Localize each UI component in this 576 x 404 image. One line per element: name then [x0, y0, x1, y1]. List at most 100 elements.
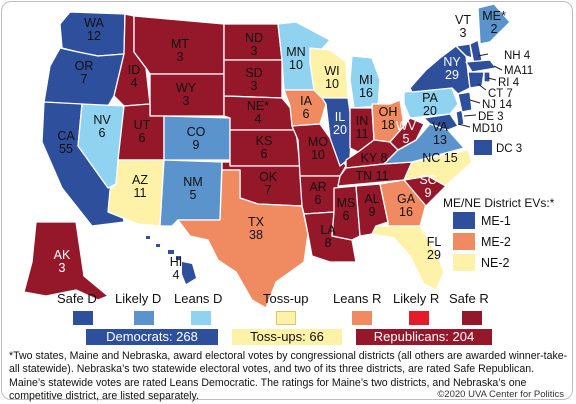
label-nm: NM 5	[183, 175, 202, 202]
district-ne2: NE-2	[453, 254, 509, 271]
label-sd: SD 3	[245, 66, 262, 93]
label-al: AL 9	[364, 192, 379, 219]
state-vt[interactable]	[455, 43, 473, 59]
label-ne: NE* 4	[247, 99, 269, 126]
label-nd: ND 3	[245, 31, 263, 58]
total-tossups: Toss-ups: 66	[232, 329, 342, 345]
label-pa: PA 20	[422, 91, 438, 118]
label-ks: KS 6	[256, 134, 273, 161]
state-fl[interactable]	[371, 225, 445, 291]
district-me1-label: ME-1	[481, 213, 511, 228]
district-me2: ME-2	[453, 233, 511, 250]
state-dc[interactable]	[474, 140, 492, 155]
state-nv[interactable]	[77, 103, 125, 189]
label-ri: RI 4	[498, 77, 520, 89]
label-id: ID 4	[128, 63, 141, 90]
swatch-me2	[453, 233, 475, 250]
label-ct: CT 7	[488, 88, 513, 100]
legend-swatch-likely-r	[409, 311, 429, 325]
label-vt: VT 3	[455, 13, 471, 40]
legend-leans-d: Leans D	[174, 291, 223, 306]
label-la: LA 8	[320, 223, 336, 250]
label-nh: NH 4	[504, 50, 531, 62]
label-az: AZ 11	[132, 173, 148, 200]
state-ct[interactable]	[467, 71, 485, 89]
state-ak[interactable]	[23, 221, 109, 301]
label-sc: SC 9	[419, 173, 436, 200]
label-ak: AK 3	[54, 248, 71, 275]
legend-leans-r: Leans R	[333, 291, 382, 306]
label-de: DE 3	[478, 111, 504, 123]
label-wi: WI 10	[324, 64, 339, 91]
label-wy: WY 3	[176, 81, 197, 108]
state-md[interactable]	[423, 113, 459, 131]
legend-swatch-leans-d	[191, 311, 211, 325]
state-me[interactable]	[477, 3, 511, 45]
label-mt: MT 3	[171, 37, 189, 64]
label-nv: NV 6	[93, 113, 111, 140]
label-dc: DC 3	[496, 143, 522, 155]
label-ar: AR 6	[309, 180, 326, 207]
label-ky: KY 8	[361, 151, 388, 165]
state-wv[interactable]	[389, 117, 425, 151]
label-nj: NJ 14	[482, 99, 513, 111]
label-mo: MO 10	[308, 135, 328, 162]
label-mi: MI 16	[359, 73, 373, 100]
total-republicans: Republicans: 204	[356, 329, 492, 345]
label-ms: MS 6	[337, 196, 356, 223]
label-wa: WA 12	[84, 16, 104, 43]
label-tn: TN 11	[355, 169, 388, 183]
legend-likely-d: Likely D	[115, 291, 162, 306]
state-ri[interactable]	[483, 71, 491, 83]
label-md: MD10	[472, 123, 503, 135]
label-ok: OK 7	[259, 170, 278, 197]
district-ne2-label: NE-2	[481, 255, 510, 270]
swatch-ne2	[453, 254, 475, 271]
district-me2-label: ME-2	[481, 234, 511, 249]
state-tx[interactable]	[177, 169, 309, 309]
callout-lines	[457, 53, 503, 128]
label-ca: CA 55	[57, 129, 75, 156]
label-ia: IA 6	[300, 94, 312, 121]
state-nj[interactable]	[457, 91, 473, 113]
legend-likely-r: Likely R	[393, 291, 440, 306]
legend-swatch-leans-r	[352, 311, 372, 325]
label-il: IL 20	[333, 110, 347, 137]
state-hi[interactable]	[146, 236, 196, 284]
label-wv: WV 5	[396, 119, 417, 146]
footnote: *Two states, Maine and Nebraska, award e…	[9, 350, 568, 403]
label-me: ME* 2	[482, 9, 506, 36]
state-ny[interactable]	[409, 45, 471, 95]
label-oh: OH 18	[379, 105, 398, 132]
label-or: OR 7	[75, 59, 94, 86]
legend-swatch-likely-d	[134, 311, 154, 325]
district-me1: ME-1	[453, 212, 511, 229]
label-tx: TX 38	[248, 215, 265, 242]
label-va: VA 13	[432, 120, 448, 147]
district-panel-title: ME/NE District EVs:*	[443, 196, 555, 210]
label-ma: MA11	[504, 65, 533, 77]
label-hi: HI 4	[170, 255, 183, 282]
label-ut: UT 6	[134, 118, 151, 145]
state-va[interactable]	[383, 123, 465, 165]
state-ma[interactable]	[465, 59, 497, 73]
state-il[interactable]	[321, 97, 353, 167]
label-nc: NC 15	[422, 151, 457, 165]
state-de[interactable]	[455, 109, 465, 127]
label-in: IN 11	[356, 114, 369, 141]
label-ny: NY 29	[443, 55, 461, 82]
label-fl: FL 29	[427, 235, 442, 262]
legend-swatch-tossup	[276, 311, 296, 325]
swatch-me1	[453, 212, 475, 229]
credit: ©2020 UVA Center for Politics	[437, 389, 564, 400]
legend-safe-r: Safe R	[449, 291, 489, 306]
label-ga: GA 16	[397, 192, 416, 219]
label-co: CO 9	[187, 125, 206, 152]
label-mn: MN 10	[286, 45, 305, 72]
legend-swatch-safe-d	[73, 311, 93, 325]
legend-tossup: Toss-up	[263, 291, 309, 306]
state-nh[interactable]	[469, 39, 483, 65]
legend-safe-d: Safe D	[57, 291, 97, 306]
